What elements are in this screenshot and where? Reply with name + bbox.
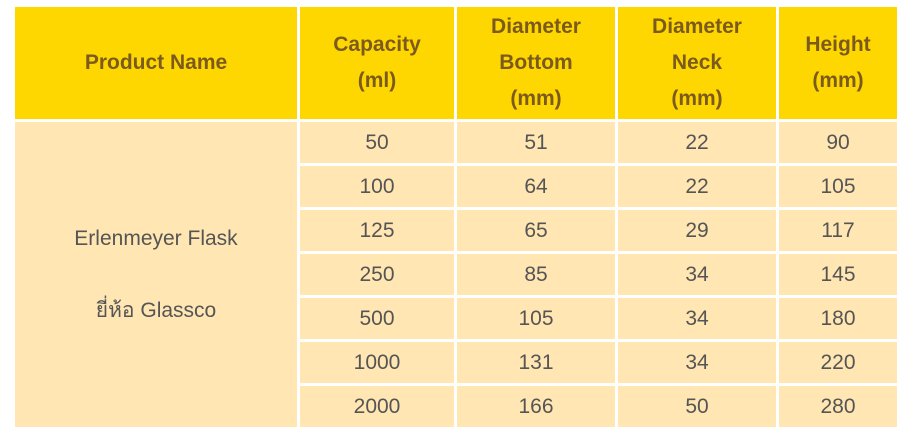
product-name-cell: Erlenmeyer Flask ยี่ห้อ Glassco	[15, 122, 297, 427]
header-diameter-neck: Diameter Neck (mm)	[618, 7, 776, 119]
capacity-cell: 1000	[300, 342, 454, 383]
diameter-neck-cell: 34	[618, 342, 776, 383]
product-brand: ยี่ห้อ Glassco	[95, 298, 217, 322]
header-product-name: Product Name	[15, 7, 297, 119]
diameter-neck-cell: 50	[618, 386, 776, 427]
table-row: 2000 166 50 280	[15, 386, 897, 427]
diameter-neck-cell: 34	[618, 254, 776, 295]
height-cell: 117	[779, 210, 897, 251]
height-cell: 145	[779, 254, 897, 295]
table-row: Erlenmeyer Flask ยี่ห้อ Glassco 50 51 22…	[15, 122, 897, 427]
diameter-bottom-cell: 105	[457, 298, 615, 339]
header-diameter-bottom: Diameter Bottom (mm)	[457, 7, 615, 119]
header-text: Diameter	[491, 15, 581, 38]
diameter-neck-cell: 22	[618, 166, 776, 207]
table-row: 250 85 34 145	[15, 254, 897, 295]
header-text: Bottom	[499, 51, 573, 74]
header-unit: (mm)	[812, 69, 864, 92]
diameter-bottom-cell: 85	[457, 254, 615, 295]
diameter-bottom-cell: 64	[457, 166, 615, 207]
height-cell: 180	[779, 298, 897, 339]
diameter-neck-cell: 34	[618, 298, 776, 339]
header-capacity: Capacity (ml)	[300, 7, 454, 119]
height-cell: 90	[779, 122, 897, 163]
header-text: Product Name	[84, 51, 228, 74]
table-row: 500 105 34 180	[15, 298, 897, 339]
height-cell: 280	[779, 386, 897, 427]
header-height: Height (mm)	[779, 7, 897, 119]
header-text: Capacity	[333, 33, 421, 56]
header-text: Diameter	[652, 15, 742, 38]
capacity-cell: 50	[300, 122, 454, 163]
capacity-cell: 250	[300, 254, 454, 295]
header-unit: (mm)	[510, 87, 562, 110]
product-spec-table: Product Name Capacity (ml) Diameter Bott…	[12, 4, 900, 430]
diameter-bottom-cell: 166	[457, 386, 615, 427]
product-spec-table-container: Product Name Capacity (ml) Diameter Bott…	[15, 7, 897, 427]
capacity-cell: 125	[300, 210, 454, 251]
header-unit: (ml)	[357, 69, 397, 92]
height-cell: 220	[779, 342, 897, 383]
capacity-cell: 500	[300, 298, 454, 339]
diameter-bottom-cell: 51	[457, 122, 615, 163]
table-row: 1000 131 34 220	[15, 342, 897, 383]
capacity-cell: 2000	[300, 386, 454, 427]
header-text: Height	[805, 33, 871, 56]
capacity-cell: 100	[300, 166, 454, 207]
diameter-bottom-cell: 131	[457, 342, 615, 383]
header-row: Product Name Capacity (ml) Diameter Bott…	[15, 7, 897, 119]
diameter-neck-cell: 29	[618, 210, 776, 251]
table-row: 100 64 22 105	[15, 166, 897, 207]
diameter-bottom-cell: 65	[457, 210, 615, 251]
height-cell: 105	[779, 166, 897, 207]
product-name: Erlenmeyer Flask	[74, 226, 238, 250]
header-unit: (mm)	[671, 87, 723, 110]
diameter-neck-cell: 22	[618, 122, 776, 163]
header-text: Neck	[671, 51, 723, 74]
table-row: 125 65 29 117	[15, 210, 897, 251]
